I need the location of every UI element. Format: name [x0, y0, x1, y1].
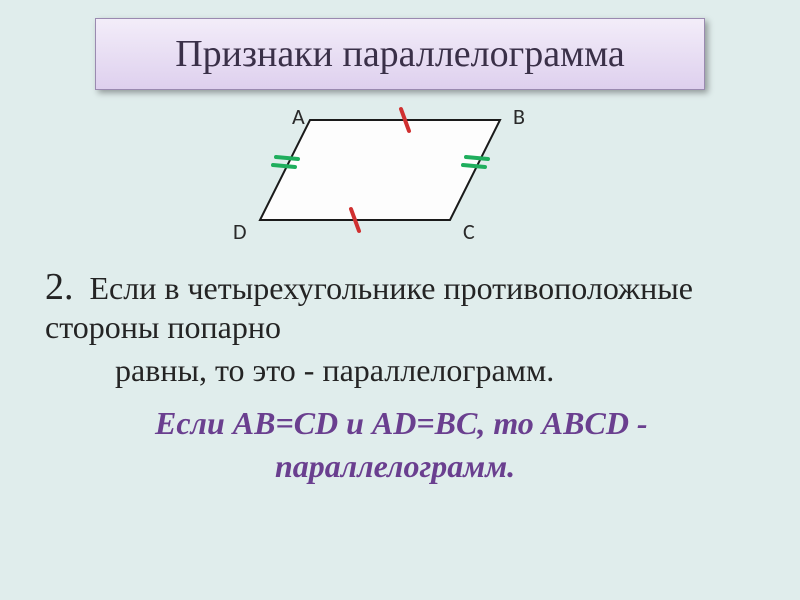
title-text: Признаки параллелограмма	[175, 32, 625, 76]
parallelogram-shape	[260, 120, 500, 220]
parallelogram-svg	[240, 105, 560, 250]
vertex-d-label: D	[233, 218, 247, 245]
body-text-block: 2. Если в четырехугольнике противоположн…	[45, 265, 755, 485]
item-number: 2.	[45, 265, 74, 309]
emphasis-line-2: параллелограмм.	[275, 448, 755, 485]
title-banner: Признаки параллелограмма	[95, 18, 705, 90]
body-line-2: равны, то это - параллелограмм.	[115, 352, 755, 389]
parallelogram-diagram: A B C D	[240, 105, 560, 250]
vertex-b-label: B	[513, 103, 525, 130]
body-line-1: 2. Если в четырехугольнике противоположн…	[45, 265, 755, 346]
emphasis-line-1: Если AB=CD и AD=BC, то ABCD -	[155, 405, 755, 442]
line1-rest: Если в четырехугольнике противоположные …	[45, 270, 693, 345]
vertex-a-label: A	[292, 103, 305, 130]
vertex-c-label: C	[463, 218, 475, 245]
